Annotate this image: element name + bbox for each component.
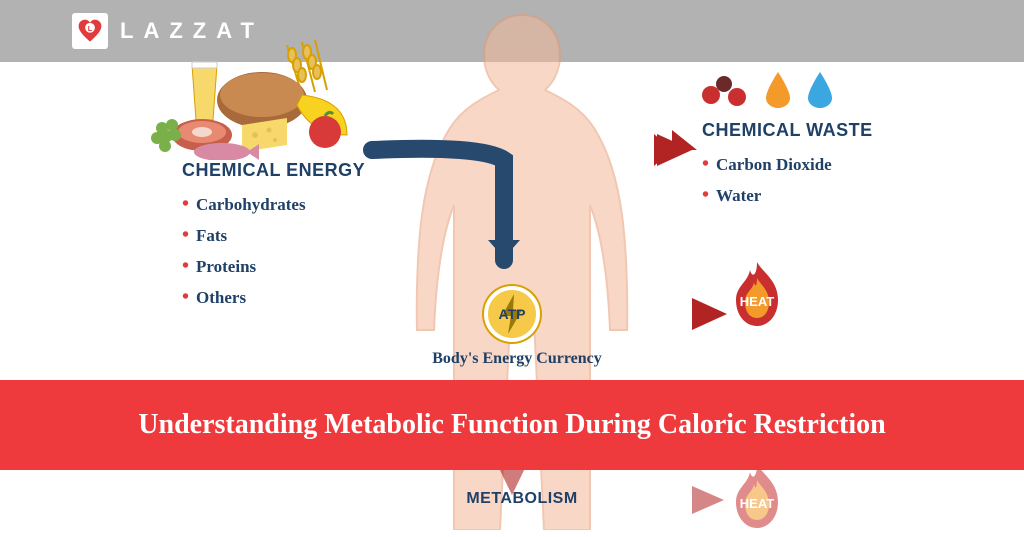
heat-badge-1: HEAT — [722, 258, 792, 328]
chemical-waste-block: CHEMICAL WASTE Carbon Dioxide Water — [702, 120, 873, 211]
heat-label: HEAT — [722, 294, 792, 309]
list-item: Water — [702, 180, 873, 211]
chemical-waste-list: Carbon Dioxide Water — [702, 149, 873, 211]
chemical-waste-title: CHEMICAL WASTE — [702, 120, 873, 141]
list-item: Proteins — [182, 251, 365, 282]
list-item: Fats — [182, 220, 365, 251]
atp-label: ATP — [499, 306, 526, 322]
water-drop-blue-icon — [806, 70, 834, 108]
atp-badge: ATP — [484, 286, 540, 342]
food-cluster-icon — [147, 40, 367, 160]
title-banner: Understanding Metabolic Function During … — [0, 380, 1024, 470]
flame-icon — [722, 460, 792, 530]
chemical-energy-block: CHEMICAL ENERGY Carbohydrates Fats Prote… — [182, 160, 365, 313]
water-drop-orange-icon — [764, 70, 792, 108]
heat-label: HEAT — [722, 496, 792, 511]
list-item: Carbon Dioxide — [702, 149, 873, 180]
heat-badge-2: HEAT — [722, 460, 792, 530]
flame-icon — [722, 258, 792, 328]
atp-caption: Body's Energy Currency — [422, 350, 612, 368]
list-item: Others — [182, 282, 365, 313]
chemical-energy-list: Carbohydrates Fats Proteins Others — [182, 189, 365, 313]
list-item: Carbohydrates — [182, 189, 365, 220]
waste-icons — [702, 70, 834, 108]
metabolism-label: METABOLISM — [452, 490, 592, 508]
co2-icon — [702, 72, 750, 108]
banner-title: Understanding Metabolic Function During … — [138, 409, 885, 441]
chemical-energy-title: CHEMICAL ENERGY — [182, 160, 365, 181]
